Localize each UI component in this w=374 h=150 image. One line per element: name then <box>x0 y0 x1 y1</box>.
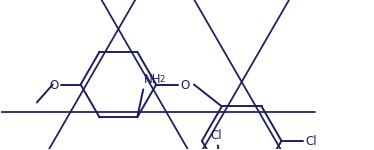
Text: NH: NH <box>144 74 162 86</box>
Text: 2: 2 <box>159 75 165 84</box>
Text: O: O <box>180 79 189 92</box>
Text: O: O <box>49 79 59 92</box>
Text: Cl: Cl <box>305 135 317 148</box>
Text: Cl: Cl <box>210 129 222 142</box>
